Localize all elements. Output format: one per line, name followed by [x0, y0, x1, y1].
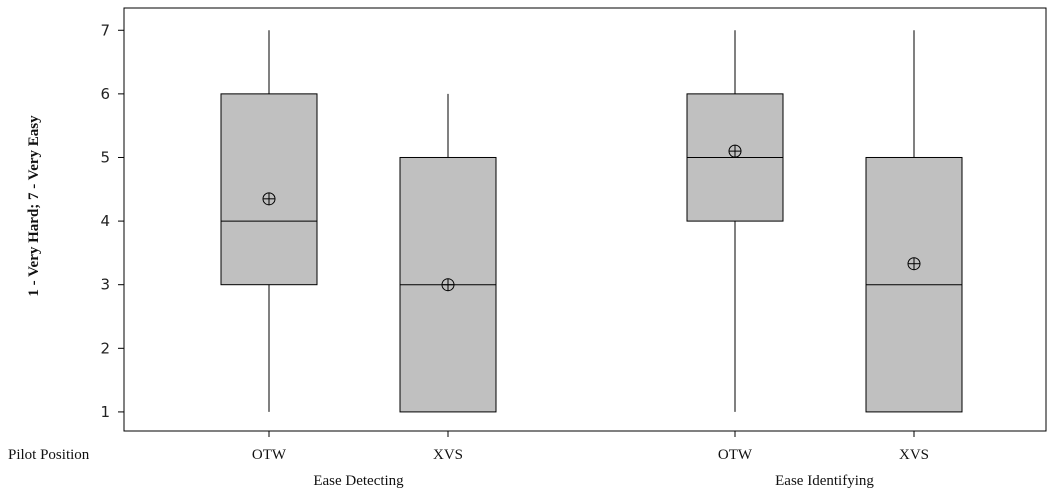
y-tick-label: 3 [100, 276, 110, 294]
box-ease-detecting-xvs [399, 93, 497, 413]
box-ease-detecting-otw [220, 30, 318, 412]
pilot-position-label: Pilot Position [8, 447, 90, 463]
x-category-label: OTW [718, 447, 753, 463]
box-ease-identifying-otw [686, 30, 784, 412]
box-ease-identifying-xvs [865, 30, 963, 413]
x-category-label: OTW [252, 447, 287, 463]
y-tick-label: 7 [100, 21, 110, 39]
y-tick-label: 1 [100, 403, 110, 421]
y-tick-label: 5 [100, 148, 110, 166]
y-tick-label: 4 [100, 212, 110, 230]
x-category-label: XVS [899, 447, 929, 463]
x-category-label: XVS [433, 447, 463, 463]
plot-area-frame [123, 7, 1047, 432]
y-axis: 1 2 3 4 5 6 7 [100, 21, 124, 421]
x-axis: OTW XVS Ease Detecting OTW XVS Ease Identifyi… [252, 431, 929, 489]
group-label: Ease Identifying [775, 473, 874, 489]
y-tick-label: 6 [100, 85, 110, 103]
y-tick-label: 2 [100, 339, 110, 357]
y-axis-label: 1 - Very Hard; 7 - Very Easy [26, 115, 42, 297]
group-label: Ease Detecting [313, 473, 404, 489]
boxes-layer [220, 30, 963, 413]
iqr-box [220, 93, 318, 286]
